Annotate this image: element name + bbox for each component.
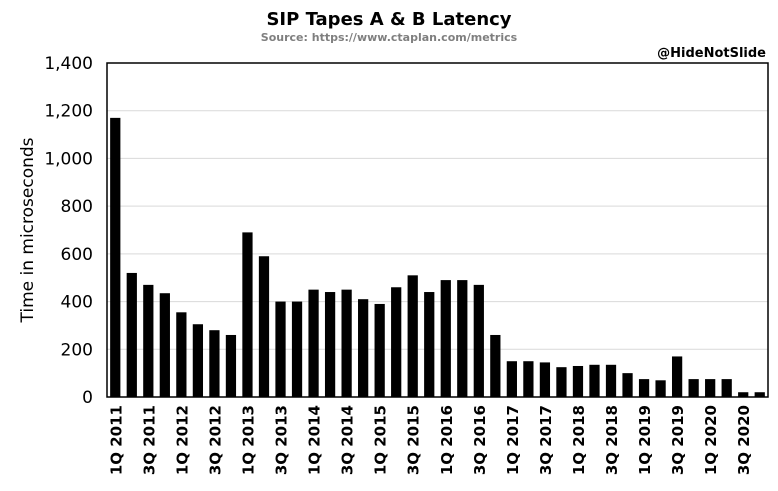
bar [391,287,402,397]
x-tick-labels: 1Q 2011 3Q 2011 1Q 2012 3Q 2012 1Q 2013 3Q 20… [107,405,753,475]
x-tick-label: 1Q 2012 [173,405,191,475]
bar [721,379,732,397]
x-tick-label: 1Q 2011 [107,405,125,475]
x-tick-label: 3Q 2012 [206,405,224,475]
bar [126,272,137,397]
x-tick-label: 1Q 2020 [702,405,720,475]
bar [539,362,551,397]
bar [605,364,617,397]
gridlines [107,110,768,350]
x-tick-label: 3Q 2019 [669,405,687,475]
bar [523,361,534,397]
x-tick-label: 1Q 2018 [570,405,588,475]
y-tick-label: 1,200 [44,102,93,122]
bar [324,292,336,397]
x-tick-label: 3Q 2014 [339,405,357,475]
x-tick-label: 3Q 2020 [735,405,753,475]
bar [209,330,220,397]
bar [358,299,369,397]
bar [110,117,121,397]
x-tick-label: 3Q 2016 [471,405,489,475]
bar [242,232,253,397]
bar [192,324,204,397]
bar [622,373,633,397]
bar [225,334,237,397]
y-tick-label: 0 [82,388,93,408]
bar [688,379,699,397]
bar [374,303,385,397]
plot-frame [106,62,769,398]
bar [671,356,683,397]
bar [705,379,716,397]
bar [473,284,484,397]
bars [110,117,765,397]
bar [589,364,600,397]
bar [638,379,650,397]
bar [738,392,749,397]
y-tick-label: 400 [61,293,93,313]
chart-title: SIP Tapes A & B Latency [266,9,511,30]
y-tick-label: 800 [61,197,93,217]
y-axis-label: Time in microseconds [18,137,38,323]
bar [159,293,170,397]
bar [490,334,501,397]
x-tick-label: 3Q 2015 [405,405,423,475]
x-tick-label: 3Q 2018 [603,405,621,475]
x-tick-label: 1Q 2014 [306,405,324,475]
x-tick-label: 3Q 2011 [140,405,158,475]
y-tick-label: 1,000 [44,149,93,169]
bar [457,280,468,397]
bar [341,289,352,397]
bar [572,365,584,397]
bar [143,284,154,397]
x-tick-label: 1Q 2017 [504,405,522,475]
bar [308,289,319,397]
bar [556,367,567,397]
bar [258,256,270,397]
bar [407,275,418,397]
bar [506,361,517,397]
watermark-handle: @HideNotSlide [657,46,766,61]
bar [176,312,187,397]
bar [291,301,303,397]
x-tick-label: 1Q 2016 [438,405,456,475]
y-tick-label: 600 [61,245,93,265]
bar [655,380,666,397]
x-tick-label: 3Q 2017 [537,405,555,475]
bar [275,301,286,397]
y-tick-label: 1,400 [44,54,93,74]
bar [754,392,765,397]
y-tick-label: 200 [61,340,93,360]
x-tick-label: 3Q 2013 [273,405,291,475]
y-tick-labels: 0 200 400 600 800 1,000 1,200 1,400 [44,54,93,408]
x-tick-label: 1Q 2015 [372,405,390,475]
x-tick-label: 1Q 2013 [239,405,257,475]
bar [440,280,451,397]
chart-subtitle: Source: https://www.ctaplan.com/metrics [261,31,518,44]
x-tick-label: 1Q 2019 [636,405,654,475]
bar [424,292,435,397]
